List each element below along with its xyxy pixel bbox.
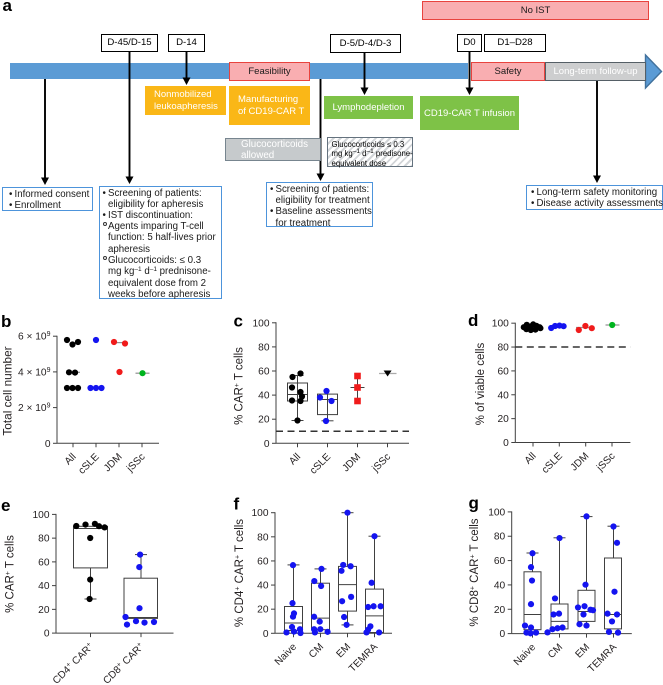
svg-text:CD4+​ CAR+: CD4+​ CAR+ (51, 641, 97, 685)
svg-text:a: a (3, 0, 13, 15)
svg-text:100: 100 (252, 508, 269, 519)
svg-text:d: d (468, 311, 478, 330)
svg-text:Naive: Naive (512, 642, 538, 668)
svg-text:0: 0 (503, 438, 509, 449)
svg-text:jSSc: jSSc (594, 451, 617, 474)
svg-text:All: All (63, 452, 79, 468)
svg-text:c: c (234, 312, 243, 331)
svg-text:% CAR+​ T cells: % CAR+​ T cells (5, 535, 17, 613)
svg-text:60: 60 (497, 366, 509, 377)
svg-text:0: 0 (264, 439, 270, 450)
svg-text:20: 20 (497, 414, 509, 425)
svg-text:80: 80 (38, 534, 50, 545)
svg-text:60: 60 (494, 556, 506, 567)
svg-text:0: 0 (44, 629, 50, 640)
svg-text:CM: CM (546, 642, 565, 661)
svg-text:% CD4+​ CAR+​ T cells: % CD4+​ CAR+​ T cells (234, 519, 246, 627)
svg-text:All: All (523, 451, 539, 467)
svg-text:80: 80 (257, 532, 269, 543)
svg-text:EM: EM (335, 642, 354, 661)
svg-text:CM: CM (307, 642, 326, 661)
svg-text:cSLE: cSLE (540, 451, 565, 476)
svg-text:2 × 109: 2 × 109 (18, 403, 51, 415)
svg-text:0: 0 (500, 629, 506, 640)
svg-text:100: 100 (253, 318, 270, 329)
svg-text:f: f (234, 495, 240, 514)
svg-text:JDM: JDM (569, 451, 592, 474)
svg-text:40: 40 (257, 581, 269, 592)
svg-text:% CAR+​ T cells: % CAR+​ T cells (234, 347, 246, 425)
svg-text:20: 20 (257, 605, 269, 616)
svg-text:80: 80 (258, 342, 270, 353)
svg-text:80: 80 (497, 343, 509, 354)
svg-text:4 × 109: 4 × 109 (18, 367, 51, 379)
svg-text:g: g (469, 494, 479, 513)
svg-text:EM: EM (574, 642, 593, 661)
svg-text:All: All (287, 452, 303, 468)
svg-text:40: 40 (258, 391, 270, 402)
svg-text:60: 60 (257, 556, 269, 567)
svg-text:CD8+​ CAR+: CD8+​ CAR+ (101, 641, 147, 685)
svg-text:20: 20 (494, 605, 506, 616)
svg-text:JDM: JDM (341, 452, 364, 475)
svg-text:JDM: JDM (102, 452, 125, 475)
svg-text:cSLE: cSLE (308, 452, 333, 477)
svg-text:40: 40 (497, 390, 509, 401)
svg-text:20: 20 (38, 605, 50, 616)
svg-text:80: 80 (494, 532, 506, 543)
svg-text:TEMRA: TEMRA (347, 641, 380, 674)
svg-text:0: 0 (263, 629, 269, 640)
svg-text:b: b (1, 312, 11, 331)
svg-text:100: 100 (33, 510, 50, 521)
svg-text:jSSc: jSSc (370, 452, 393, 475)
svg-text:e: e (1, 496, 10, 515)
svg-text:% CD8+​ CAR+​ T cells: % CD8+​ CAR+​ T cells (469, 518, 481, 626)
svg-text:TEMRA: TEMRA (586, 642, 619, 675)
svg-text:100: 100 (488, 507, 505, 518)
svg-text:60: 60 (258, 367, 270, 378)
svg-text:% of viable cells: % of viable cells (475, 343, 487, 426)
svg-text:60: 60 (38, 557, 50, 568)
svg-text:100: 100 (492, 319, 509, 330)
svg-text:jSSc: jSSc (124, 452, 147, 475)
svg-text:40: 40 (38, 581, 50, 592)
svg-text:6 × 109: 6 × 109 (18, 331, 51, 343)
svg-text:Total cell number: Total cell number (1, 346, 15, 435)
svg-text:20: 20 (258, 415, 270, 426)
svg-text:Naive: Naive (273, 641, 299, 667)
svg-text:0: 0 (45, 439, 51, 450)
svg-text:40: 40 (494, 580, 506, 591)
svg-text:cSLE: cSLE (77, 452, 102, 477)
